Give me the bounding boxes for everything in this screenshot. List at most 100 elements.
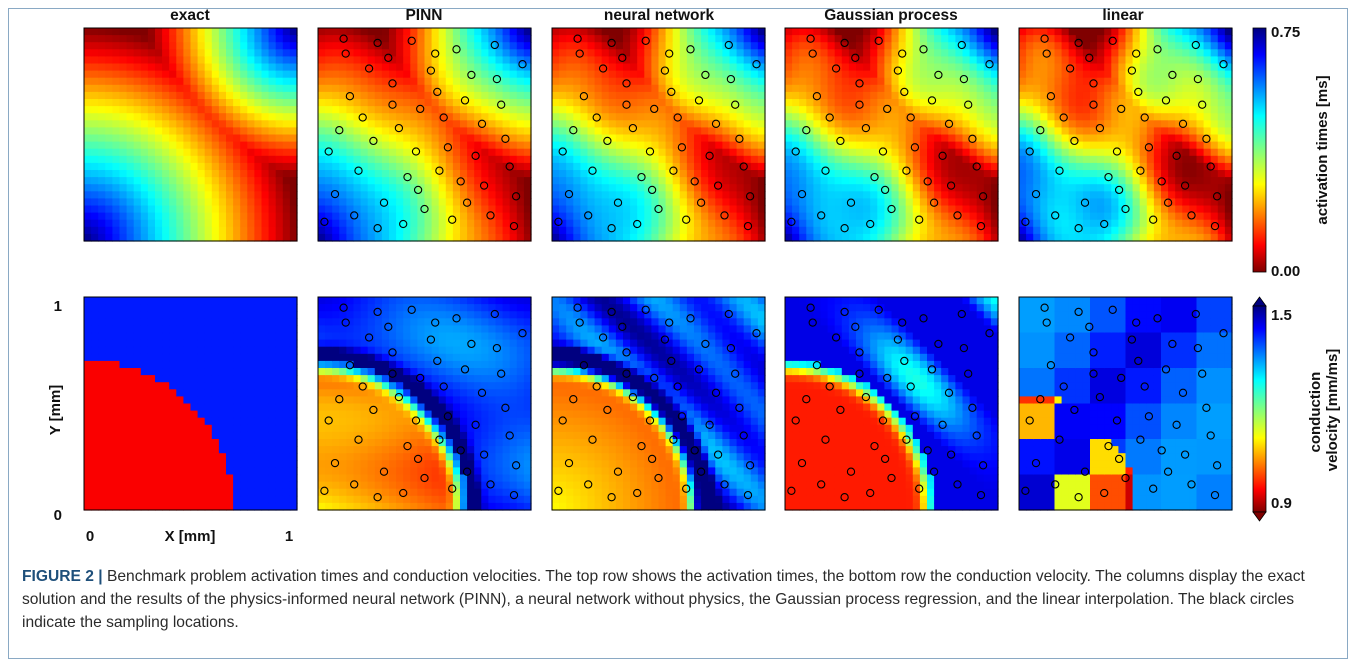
heatmap-cell bbox=[197, 219, 206, 228]
heatmap-cell bbox=[1125, 177, 1134, 185]
heatmap-cell bbox=[367, 170, 376, 178]
heatmap-cell bbox=[566, 184, 574, 192]
heatmap-cell bbox=[587, 184, 596, 192]
heatmap-cell bbox=[325, 219, 333, 228]
heatmap-cell bbox=[665, 205, 674, 214]
heatmap-cell bbox=[927, 219, 935, 228]
heatmap-cell bbox=[552, 155, 560, 164]
heatmap-cell bbox=[637, 99, 645, 107]
heatmap-cell bbox=[990, 42, 999, 50]
heatmap-cell bbox=[1132, 148, 1141, 157]
heatmap-cell bbox=[976, 120, 985, 128]
heatmap-cell bbox=[736, 205, 745, 214]
heatmap-cell bbox=[1175, 141, 1183, 150]
heatmap-cell bbox=[955, 106, 964, 114]
heatmap-cell bbox=[1097, 162, 1105, 171]
heatmap-cell bbox=[1033, 141, 1041, 150]
heatmap-cell bbox=[1196, 134, 1205, 143]
heatmap-cell bbox=[1168, 191, 1176, 199]
heatmap-cell bbox=[552, 141, 560, 150]
heatmap-cell bbox=[785, 177, 793, 185]
heatmap-cell bbox=[1196, 84, 1205, 93]
heatmap-cell bbox=[941, 191, 949, 199]
heatmap-cell bbox=[438, 162, 447, 171]
heatmap-cell bbox=[1168, 42, 1176, 50]
heatmap-cell bbox=[516, 56, 525, 65]
heatmap-cell bbox=[672, 106, 681, 114]
heatmap-cell bbox=[856, 120, 864, 128]
heatmap-cell bbox=[792, 77, 800, 86]
heatmap-cell bbox=[898, 198, 907, 207]
heatmap-cell bbox=[912, 162, 921, 171]
heatmap-cell bbox=[1026, 170, 1034, 178]
heatmap-cell bbox=[566, 205, 574, 214]
heatmap-cell bbox=[927, 226, 935, 235]
heatmap-cell bbox=[686, 63, 695, 72]
heatmap-cell bbox=[275, 120, 284, 128]
heatmap-cell bbox=[1118, 198, 1127, 207]
heatmap-cell bbox=[374, 99, 383, 107]
heatmap-cell bbox=[912, 141, 921, 150]
heatmap-cell bbox=[722, 170, 731, 178]
heatmap-cell bbox=[722, 77, 731, 86]
heatmap-cell bbox=[1139, 162, 1148, 171]
heatmap-cell bbox=[559, 70, 567, 79]
heatmap-cell bbox=[282, 191, 291, 199]
sample-marker bbox=[878, 147, 888, 156]
heatmap-cell bbox=[686, 148, 695, 157]
heatmap-cell bbox=[360, 134, 369, 143]
heatmap-cell bbox=[665, 226, 674, 235]
heatmap-cell bbox=[722, 233, 731, 242]
heatmap-cell bbox=[1061, 134, 1070, 143]
heatmap-cell bbox=[169, 77, 177, 86]
heatmap-cell bbox=[905, 148, 914, 157]
heatmap-cell bbox=[905, 106, 914, 114]
heatmap-cell bbox=[615, 162, 624, 171]
sample-marker bbox=[394, 123, 404, 133]
heatmap-cell bbox=[580, 77, 589, 86]
heatmap-cell bbox=[133, 460, 142, 468]
heatmap-cell bbox=[658, 219, 667, 228]
heatmap-cell bbox=[573, 134, 581, 143]
heatmap-cell bbox=[183, 162, 192, 171]
heatmap-cell bbox=[1189, 91, 1198, 100]
heatmap-cell bbox=[467, 191, 475, 199]
heatmap-cell bbox=[509, 113, 518, 121]
heatmap-cell bbox=[1153, 70, 1162, 79]
heatmap-cell bbox=[119, 70, 128, 79]
heatmap-cell bbox=[218, 170, 227, 178]
heatmap-cell bbox=[813, 134, 822, 143]
heatmap-cell bbox=[460, 70, 468, 79]
heatmap-cell bbox=[460, 127, 468, 136]
heatmap-cell bbox=[983, 177, 992, 185]
heatmap-cell bbox=[990, 99, 999, 107]
heatmap-cell bbox=[105, 318, 113, 326]
heatmap-cell bbox=[247, 63, 255, 72]
heatmap-cell bbox=[126, 403, 135, 412]
heatmap-cell bbox=[1210, 106, 1219, 114]
heatmap-cell bbox=[119, 63, 128, 72]
heatmap-cell bbox=[261, 177, 270, 185]
heatmap-cell bbox=[694, 70, 702, 79]
heatmap-cell bbox=[197, 63, 206, 72]
heatmap-cell bbox=[289, 35, 298, 43]
heatmap-cell bbox=[884, 35, 893, 43]
heatmap-cell bbox=[523, 134, 532, 143]
heatmap-cell bbox=[1104, 184, 1112, 192]
heatmap-cell bbox=[587, 42, 596, 50]
heatmap-cell bbox=[275, 42, 284, 50]
heatmap-cell bbox=[898, 63, 907, 72]
heatmap-cell bbox=[1082, 77, 1091, 86]
heatmap-cell bbox=[1054, 191, 1063, 199]
heatmap-cell bbox=[474, 77, 482, 86]
heatmap-cell bbox=[1040, 56, 1048, 65]
heatmap-cell bbox=[1019, 70, 1027, 79]
heatmap-cell bbox=[190, 191, 199, 199]
heatmap-cell bbox=[147, 70, 156, 79]
heatmap-cell bbox=[841, 162, 850, 171]
heatmap-cell bbox=[452, 184, 461, 192]
heatmap-cell bbox=[708, 35, 716, 43]
heatmap-cell bbox=[990, 84, 999, 93]
heatmap-cell bbox=[140, 382, 149, 390]
heatmap-cell bbox=[1026, 219, 1034, 228]
